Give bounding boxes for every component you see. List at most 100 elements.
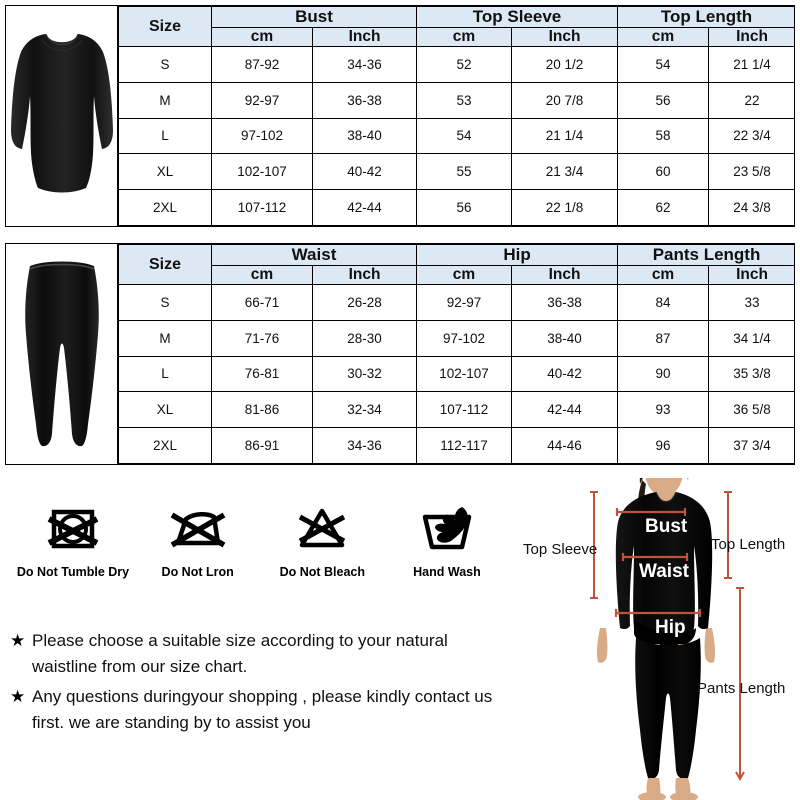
cell-sleeve-in: 21 3/4 [511, 153, 618, 191]
cell-hip-cm: 102-107 [416, 355, 512, 393]
care-label: Hand Wash [413, 565, 481, 579]
bottom-garment-image [6, 244, 118, 464]
cell-waist-in: 32-34 [312, 391, 417, 429]
cell-hip-cm: 107-112 [416, 391, 512, 429]
cell-size: 2XL [118, 189, 212, 226]
cell-hip-in: 40-42 [510, 355, 619, 393]
cell-sleeve-in: 21 1/4 [511, 117, 618, 155]
cell-length-in: 22 3/4 [708, 117, 794, 155]
cell-length-cm: 60 [617, 153, 709, 191]
cell-pants-in: 35 3/8 [708, 355, 794, 393]
cell-sleeve-cm: 54 [416, 117, 512, 155]
bottom-size-chart-block: Size Waist Hip Pants Length cm Inch cm I… [5, 243, 795, 465]
header-length-cm: cm [617, 27, 709, 47]
long-sleeve-top-illustration [10, 33, 113, 193]
cell-pants-cm: 90 [617, 355, 710, 393]
care-instructions-row: Do Not Tumble Dry Do Not Lron Do Not Ble… [14, 498, 506, 600]
cell-pants-in: 36 5/8 [708, 391, 794, 429]
cell-size: M [118, 81, 212, 119]
cell-length-cm: 58 [617, 117, 709, 155]
header-top-length: Top Length [617, 6, 794, 28]
bottom-table-header-row-2: cm Inch cm Inch cm Inch [119, 265, 794, 285]
cell-bust-cm: 87-92 [211, 46, 313, 83]
cell-pants-cm: 84 [617, 284, 710, 321]
bottom-size-table-wrap: Size Waist Hip Pants Length cm Inch cm I… [118, 244, 794, 464]
leggings-illustration [24, 261, 99, 447]
do-not-tumble-dry-icon [45, 498, 101, 560]
cell-sleeve-cm: 56 [416, 189, 512, 226]
cell-pants-in: 34 1/4 [708, 319, 794, 357]
cell-bust-in: 34-36 [312, 46, 417, 83]
model-measurement-photo: Bust Waist Hip [560, 478, 800, 800]
cell-length-in: 24 3/8 [708, 189, 794, 226]
cell-size: L [118, 355, 212, 393]
care-item-do-not-tumble-dry: Do Not Tumble Dry [14, 498, 132, 579]
dimension-label-bust: Bust [645, 516, 688, 537]
star-bullet-icon: ★ [10, 631, 26, 650]
cell-length-cm: 54 [617, 46, 709, 83]
top-table-header-row-1: Size Bust Top Sleeve Top Length [118, 6, 794, 47]
cell-hip-in: 44-46 [510, 427, 619, 464]
note-item: ★ Any questions duringyour shopping , pl… [10, 684, 510, 736]
header-hip-cm: cm [416, 265, 512, 285]
cell-pants-cm: 87 [617, 319, 710, 357]
cell-bust-cm: 92-97 [211, 81, 313, 119]
cell-bust-in: 38-40 [312, 117, 417, 155]
header-hip-inch: Inch [510, 265, 619, 285]
note-item: ★ Please choose a suitable size accordin… [10, 628, 510, 680]
cell-waist-cm: 71-76 [211, 319, 313, 357]
header-pants-inch: Inch [708, 265, 794, 285]
cell-hip-in: 42-44 [510, 391, 619, 429]
dimension-label-top-sleeve: Top Sleeve [523, 541, 598, 558]
top-garment-image [6, 6, 118, 226]
cell-sleeve-in: 22 1/8 [511, 189, 618, 226]
cell-pants-in: 33 [708, 284, 794, 321]
care-label: Do Not Bleach [279, 565, 366, 579]
cell-length-cm: 56 [617, 81, 709, 119]
table-row: M 71-76 28-30 97-102 38-40 87 34 1/4 [118, 319, 794, 357]
table-row: L 97-102 38-40 54 21 1/4 58 22 3/4 [118, 117, 794, 155]
cell-size: L [118, 117, 212, 155]
cell-sleeve-cm: 53 [416, 81, 512, 119]
table-row: L 76-81 30-32 102-107 40-42 90 35 3/8 [118, 355, 794, 393]
cell-size: M [118, 319, 212, 357]
header-pants-length: Pants Length [617, 244, 794, 266]
note-text: Any questions duringyour shopping , plea… [32, 687, 493, 732]
top-size-table-wrap: Size Bust Top Sleeve Top Length cm Inch … [118, 6, 794, 226]
table-row: S 87-92 34-36 52 20 1/2 54 21 1/4 [118, 46, 794, 83]
header-bust: Bust [211, 6, 417, 28]
table-row: XL 102-107 40-42 55 21 3/4 60 23 5/8 [118, 153, 794, 191]
header-size: Size [118, 244, 212, 285]
header-hip: Hip [415, 244, 619, 266]
cell-bust-cm: 102-107 [211, 153, 313, 191]
cell-bust-in: 40-42 [312, 153, 417, 191]
top-table-header-row-2: cm Inch cm Inch cm Inch [119, 27, 794, 47]
cell-pants-in: 37 3/4 [708, 427, 794, 464]
header-waist-cm: cm [211, 265, 313, 285]
cell-bust-in: 42-44 [312, 189, 417, 226]
cell-size: XL [118, 153, 212, 191]
cell-length-in: 23 5/8 [708, 153, 794, 191]
header-bust-inch: Inch [312, 27, 417, 47]
notes-block: ★ Please choose a suitable size accordin… [10, 628, 510, 740]
cell-hip-in: 38-40 [510, 319, 619, 357]
do-not-bleach-icon [294, 498, 350, 560]
header-size: Size [118, 6, 212, 47]
dimension-label-top-length: Top Length [711, 536, 786, 553]
header-bust-cm: cm [211, 27, 313, 47]
dimension-label-waist: Waist [639, 561, 689, 582]
header-waist: Waist [211, 244, 417, 266]
cell-waist-in: 28-30 [312, 319, 417, 357]
header-top-sleeve: Top Sleeve [416, 6, 618, 28]
cell-bust-cm: 107-112 [211, 189, 313, 226]
cell-hip-in: 36-38 [510, 284, 619, 321]
care-item-do-not-bleach: Do Not Bleach [263, 498, 381, 579]
cell-waist-in: 34-36 [312, 427, 417, 464]
cell-waist-cm: 81-86 [211, 391, 313, 429]
cell-waist-cm: 66-71 [211, 284, 313, 321]
care-label: Do Not Tumble Dry [16, 565, 130, 579]
star-bullet-icon: ★ [10, 687, 26, 706]
header-waist-inch: Inch [312, 265, 417, 285]
cell-hip-cm: 92-97 [416, 284, 512, 321]
header-length-inch: Inch [708, 27, 794, 47]
